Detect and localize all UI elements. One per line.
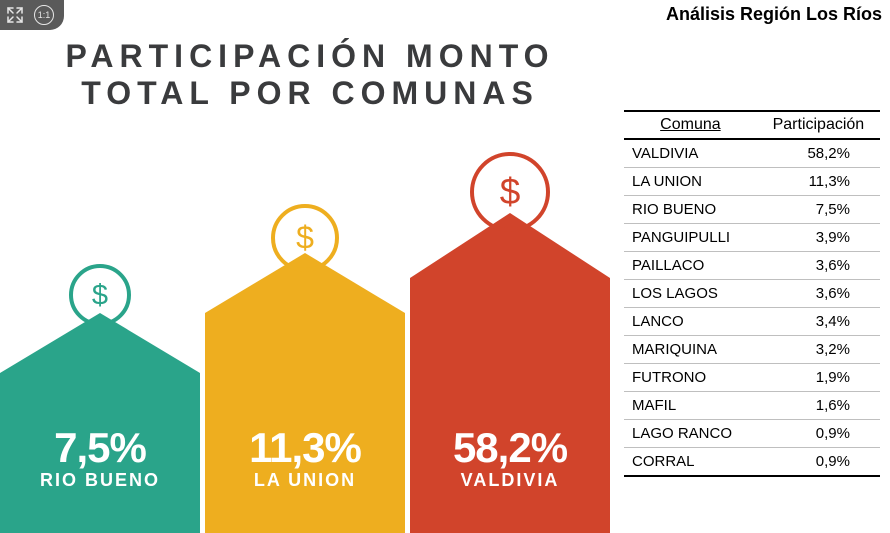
page-title: PARTICIPACIÓN MONTO TOTAL POR COMUNAS [0,38,620,112]
table-row: LANCO3,4% [624,308,880,336]
table-row: LA UNION11,3% [624,168,880,196]
dollar-badge-icon: $ [469,151,551,233]
table-row: LOS LAGOS3,6% [624,280,880,308]
table-row: VALDIVIA58,2% [624,139,880,168]
viewer-toolbar: 1:1 [0,0,64,30]
svg-text:$: $ [500,171,521,212]
arrow-la-union: $11,3%LA UNION [205,123,405,533]
arrow-comuna-name: LA UNION [205,470,405,491]
arrow-label: 58,2%VALDIVIA [410,428,610,491]
arrow-valdivia: $58,2%VALDIVIA [410,123,610,533]
arrow-chart: $7,5%RIO BUENO$11,3%LA UNION$58,2%VALDIV… [0,123,620,533]
table-row: FUTRONO1,9% [624,364,880,392]
table-row: PAILLACO3,6% [624,252,880,280]
arrow-label: 11,3%LA UNION [205,428,405,491]
table-row: CORRAL0,9% [624,448,880,477]
table-header: Participación [757,111,880,139]
dollar-badge-icon: $ [68,263,132,327]
table-row: PANGUIPULLI3,9% [624,224,880,252]
svg-text:$: $ [92,280,108,312]
table-header: Comuna [624,111,757,139]
arrow-percentage: 7,5% [0,428,200,468]
arrow-rio-bueno: $7,5%RIO BUENO [0,123,200,533]
arrow-comuna-name: RIO BUENO [0,470,200,491]
table-row: RIO BUENO7,5% [624,196,880,224]
arrow-percentage: 11,3% [205,428,405,468]
table-row: MARIQUINA3,2% [624,336,880,364]
participation-table: ComunaParticipaciónVALDIVIA58,2%LA UNION… [624,110,880,477]
dollar-badge-icon: $ [270,203,340,273]
arrow-percentage: 58,2% [410,428,610,468]
zoom-reset-icon[interactable]: 1:1 [34,5,54,25]
arrow-comuna-name: VALDIVIA [410,470,610,491]
header-subtitle: Análisis Región Los Ríos [666,4,882,25]
table-row: LAGO RANCO0,9% [624,420,880,448]
table-row: MAFIL1,6% [624,392,880,420]
arrow-label: 7,5%RIO BUENO [0,428,200,491]
svg-text:$: $ [296,219,314,255]
expand-icon[interactable] [6,6,24,24]
